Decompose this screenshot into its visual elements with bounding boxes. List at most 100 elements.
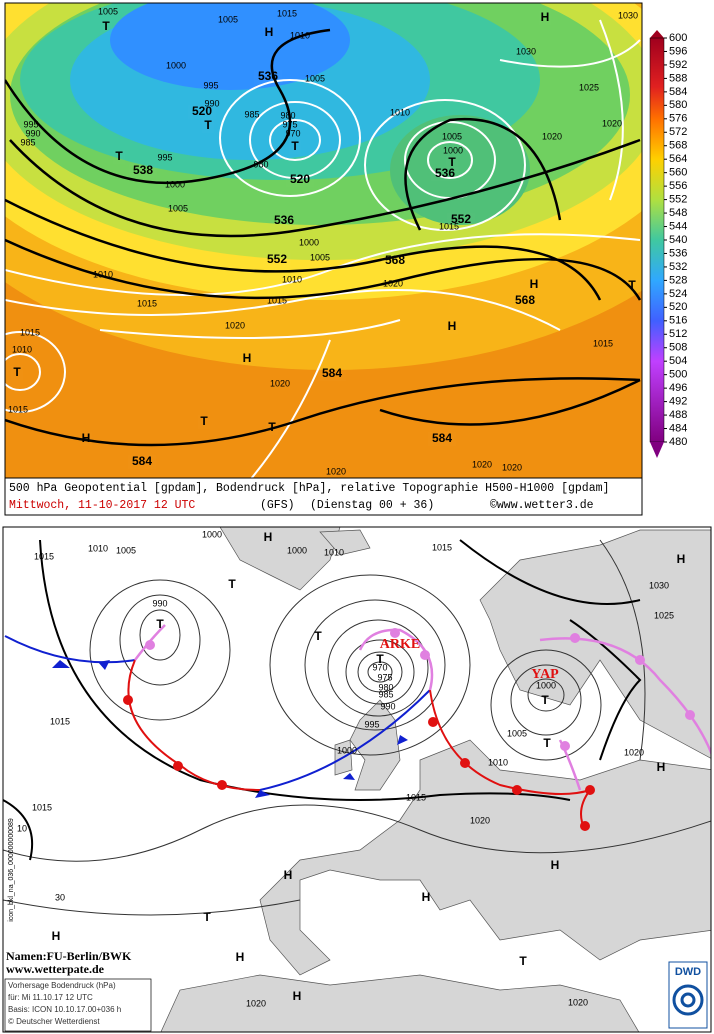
pressure-center: 552 xyxy=(267,252,287,266)
isobar-label: 10 xyxy=(17,823,27,833)
pressure-center: 584 xyxy=(432,431,452,445)
cb-label: 496 xyxy=(669,382,687,394)
cb-label: 516 xyxy=(669,315,687,327)
bottom-map xyxy=(3,527,711,1032)
pressure-center: 536 xyxy=(435,166,455,180)
cb-label: 528 xyxy=(669,274,687,286)
pressure-center: 584 xyxy=(132,454,152,468)
isobar-label: 1025 xyxy=(579,82,599,92)
isobar-label: 1010 xyxy=(12,344,32,354)
isobar-label: 1030 xyxy=(618,10,638,20)
pressure-center: H xyxy=(541,10,550,24)
isobar-label: 1000 xyxy=(337,745,357,755)
names: Namen:FU-Berlin/BWK xyxy=(6,949,132,963)
isobar-label: 1015 xyxy=(20,327,40,337)
isobar-label: 990 xyxy=(380,701,395,711)
isobar-label: 1030 xyxy=(649,580,669,590)
isobar-label: 1005 xyxy=(168,203,188,213)
pressure-center: T xyxy=(376,652,384,666)
pressure-center: T xyxy=(228,577,236,591)
cb-arrow xyxy=(650,442,664,458)
pressure-center: H xyxy=(265,25,274,39)
isobar-label: 1020 xyxy=(472,459,492,469)
cb-label: 484 xyxy=(669,422,687,434)
isobar-label: 1000 xyxy=(299,237,319,247)
pressure-center: T xyxy=(314,629,322,643)
cb-label: 576 xyxy=(669,113,687,125)
isobar-label: 1005 xyxy=(98,6,118,16)
isobar-label: 985 xyxy=(378,689,393,699)
isobar-label: 995 xyxy=(203,80,218,90)
cb-label: 536 xyxy=(669,247,687,259)
cb-label: 588 xyxy=(669,72,687,84)
isobar-label: 1010 xyxy=(324,547,344,557)
info-line: © Deutscher Wetterdienst xyxy=(8,1017,100,1026)
isobar-label: 1015 xyxy=(32,802,52,812)
isobar-label: 1000 xyxy=(165,179,185,189)
caption-box xyxy=(4,477,643,516)
pressure-center: H xyxy=(657,760,666,774)
isobar-label: 1010 xyxy=(390,107,410,117)
isobar-label: 990 xyxy=(152,598,167,608)
top-map xyxy=(5,3,642,478)
cb-label: 532 xyxy=(669,261,687,273)
cb-label: 512 xyxy=(669,328,687,340)
pressure-center: H xyxy=(448,319,457,333)
cb-label: 556 xyxy=(669,180,687,192)
pressure-center: T xyxy=(203,910,211,924)
cb-label: 504 xyxy=(669,355,687,367)
cb-label: 544 xyxy=(669,220,687,232)
isobar-label: 1015 xyxy=(267,295,287,305)
isobar-label: 980 xyxy=(280,110,295,120)
pressure-center: T xyxy=(200,414,208,428)
isobar-label: 1015 xyxy=(34,551,54,561)
isobar-label: 1015 xyxy=(8,404,28,414)
cb-label: 596 xyxy=(669,45,687,57)
pressure-center: 520 xyxy=(192,104,212,118)
isobar-label: 1005 xyxy=(218,14,238,24)
isobar-label: 1015 xyxy=(277,8,297,18)
isobar-label: 1010 xyxy=(93,269,113,279)
pressure-center: T xyxy=(156,617,164,631)
cb-label: 500 xyxy=(669,369,687,381)
isobar-label: 1020 xyxy=(624,747,644,757)
isobar-label: 975 xyxy=(282,119,297,129)
cb-label: 508 xyxy=(669,342,687,354)
isobar-label: 1030 xyxy=(516,46,536,56)
isobar-label: 995 xyxy=(364,719,379,729)
cb-label: 488 xyxy=(669,409,687,421)
isobar-label: 1005 xyxy=(116,545,136,555)
cb-label: 560 xyxy=(669,167,687,179)
isobar-label: 1000 xyxy=(287,545,307,555)
isobar-label: 975 xyxy=(377,672,392,682)
cb-label: 548 xyxy=(669,207,687,219)
isobar-label: 1015 xyxy=(593,338,613,348)
isobar-label: 1015 xyxy=(432,542,452,552)
isobar-label: 1010 xyxy=(290,30,310,40)
cb-label: 572 xyxy=(669,126,687,138)
isobar-label: 970 xyxy=(372,662,387,672)
cb-label: 480 xyxy=(669,436,687,448)
pressure-center: T xyxy=(519,954,527,968)
isobar-label: 1015 xyxy=(50,716,70,726)
isobar-label: 980 xyxy=(253,159,268,169)
cb-label: 564 xyxy=(669,153,687,165)
pressure-center: H xyxy=(530,277,539,291)
cb-label: 492 xyxy=(669,396,687,408)
isobar-label: 1015 xyxy=(439,221,459,231)
pressure-center: T xyxy=(115,149,123,163)
pressure-center: H xyxy=(677,552,686,566)
system-name: YAP xyxy=(531,667,559,682)
pressure-center: T xyxy=(448,155,456,169)
isobar-label: 1010 xyxy=(488,757,508,767)
cb-label: 520 xyxy=(669,301,687,313)
pressure-center: 538 xyxy=(133,163,153,177)
model: (GFS) xyxy=(260,499,295,512)
isobar-label: 1020 xyxy=(383,278,403,288)
cb-label: 568 xyxy=(669,140,687,152)
isobar-label: 1020 xyxy=(542,131,562,141)
run: (Dienstag 00 + 36) xyxy=(310,499,434,512)
info-box xyxy=(4,978,152,1032)
isobar-label: 1000 xyxy=(443,145,463,155)
